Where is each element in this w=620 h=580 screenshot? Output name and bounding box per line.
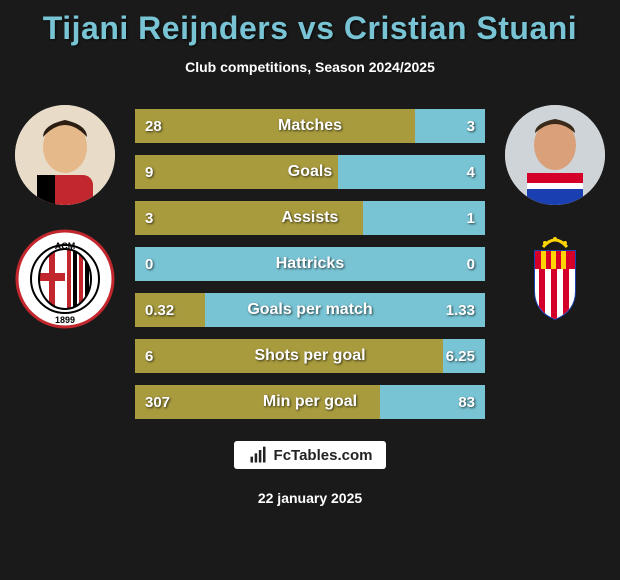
stat-right-value: 4 xyxy=(467,164,475,181)
date-text: 22 january 2025 xyxy=(0,490,620,506)
left-player-avatar xyxy=(15,105,115,205)
stat-row: 0Hattricks0 xyxy=(135,247,485,281)
stat-right-value: 1 xyxy=(467,210,475,227)
stat-right-value: 6.25 xyxy=(446,348,475,365)
stat-right-value: 1.33 xyxy=(446,302,475,319)
stat-row: 0.32Goals per match1.33 xyxy=(135,293,485,327)
girona-crest-icon xyxy=(505,229,605,329)
stat-label: Assists xyxy=(135,209,485,227)
stat-label: Shots per goal xyxy=(135,347,485,365)
stat-right-value: 83 xyxy=(458,394,475,411)
person-icon xyxy=(505,105,605,205)
stat-label: Matches xyxy=(135,117,485,135)
person-icon xyxy=(15,105,115,205)
svg-text:1899: 1899 xyxy=(55,315,75,325)
barchart-icon xyxy=(248,445,268,465)
stats-bars: 28Matches39Goals43Assists10Hattricks00.3… xyxy=(135,105,485,419)
stat-label: Min per goal xyxy=(135,393,485,411)
stat-row: 9Goals4 xyxy=(135,155,485,189)
attribution-text: FcTables.com xyxy=(274,447,373,464)
stat-right-value: 3 xyxy=(467,118,475,135)
main-row: ACM 1899 xyxy=(0,105,620,419)
subtitle: Club competitions, Season 2024/2025 xyxy=(0,59,620,75)
left-player-column: ACM 1899 xyxy=(13,105,117,329)
right-player-column xyxy=(503,105,607,329)
right-player-avatar xyxy=(505,105,605,205)
page-title: Tijani Reijnders vs Cristian Stuani xyxy=(0,10,620,47)
right-club-badge xyxy=(505,229,605,329)
stat-label: Goals per match xyxy=(135,301,485,319)
stat-row: 28Matches3 xyxy=(135,109,485,143)
stat-label: Goals xyxy=(135,163,485,181)
stat-row: 3Assists1 xyxy=(135,201,485,235)
footer: FcTables.com xyxy=(0,441,620,470)
stat-row: 6Shots per goal6.25 xyxy=(135,339,485,373)
stat-right-value: 0 xyxy=(467,256,475,273)
stat-row: 307Min per goal83 xyxy=(135,385,485,419)
acmilan-crest-icon: ACM 1899 xyxy=(15,229,115,329)
stat-label: Hattricks xyxy=(135,255,485,273)
comparison-card: Tijani Reijnders vs Cristian Stuani Club… xyxy=(0,0,620,580)
left-club-badge: ACM 1899 xyxy=(15,229,115,329)
attribution-badge: FcTables.com xyxy=(234,441,387,469)
